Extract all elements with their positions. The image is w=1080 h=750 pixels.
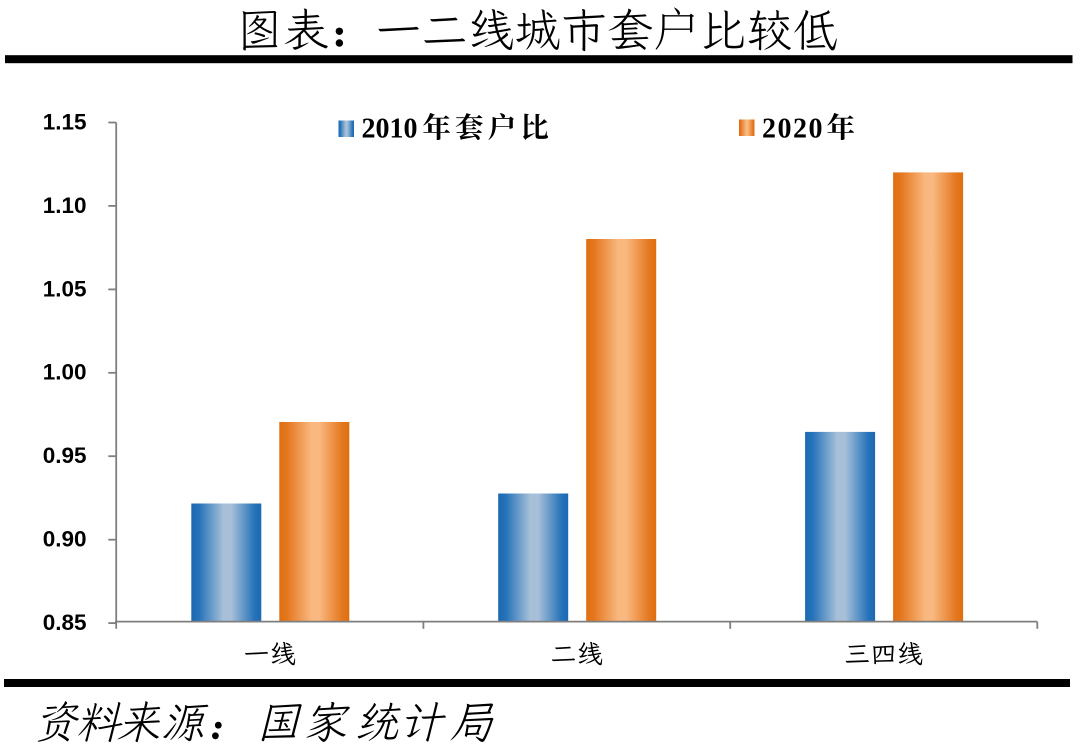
svg-text:1.00: 1.00: [43, 360, 87, 385]
svg-text:0.95: 0.95: [43, 443, 87, 468]
svg-text:0.90: 0.90: [43, 527, 87, 552]
svg-text:2010: 2010: [362, 114, 418, 145]
svg-text:0.85: 0.85: [43, 610, 87, 635]
svg-text:1.15: 1.15: [43, 109, 87, 134]
svg-text:1.05: 1.05: [43, 276, 87, 301]
svg-text:2020: 2020: [762, 114, 824, 145]
svg-text:1.10: 1.10: [43, 193, 87, 218]
